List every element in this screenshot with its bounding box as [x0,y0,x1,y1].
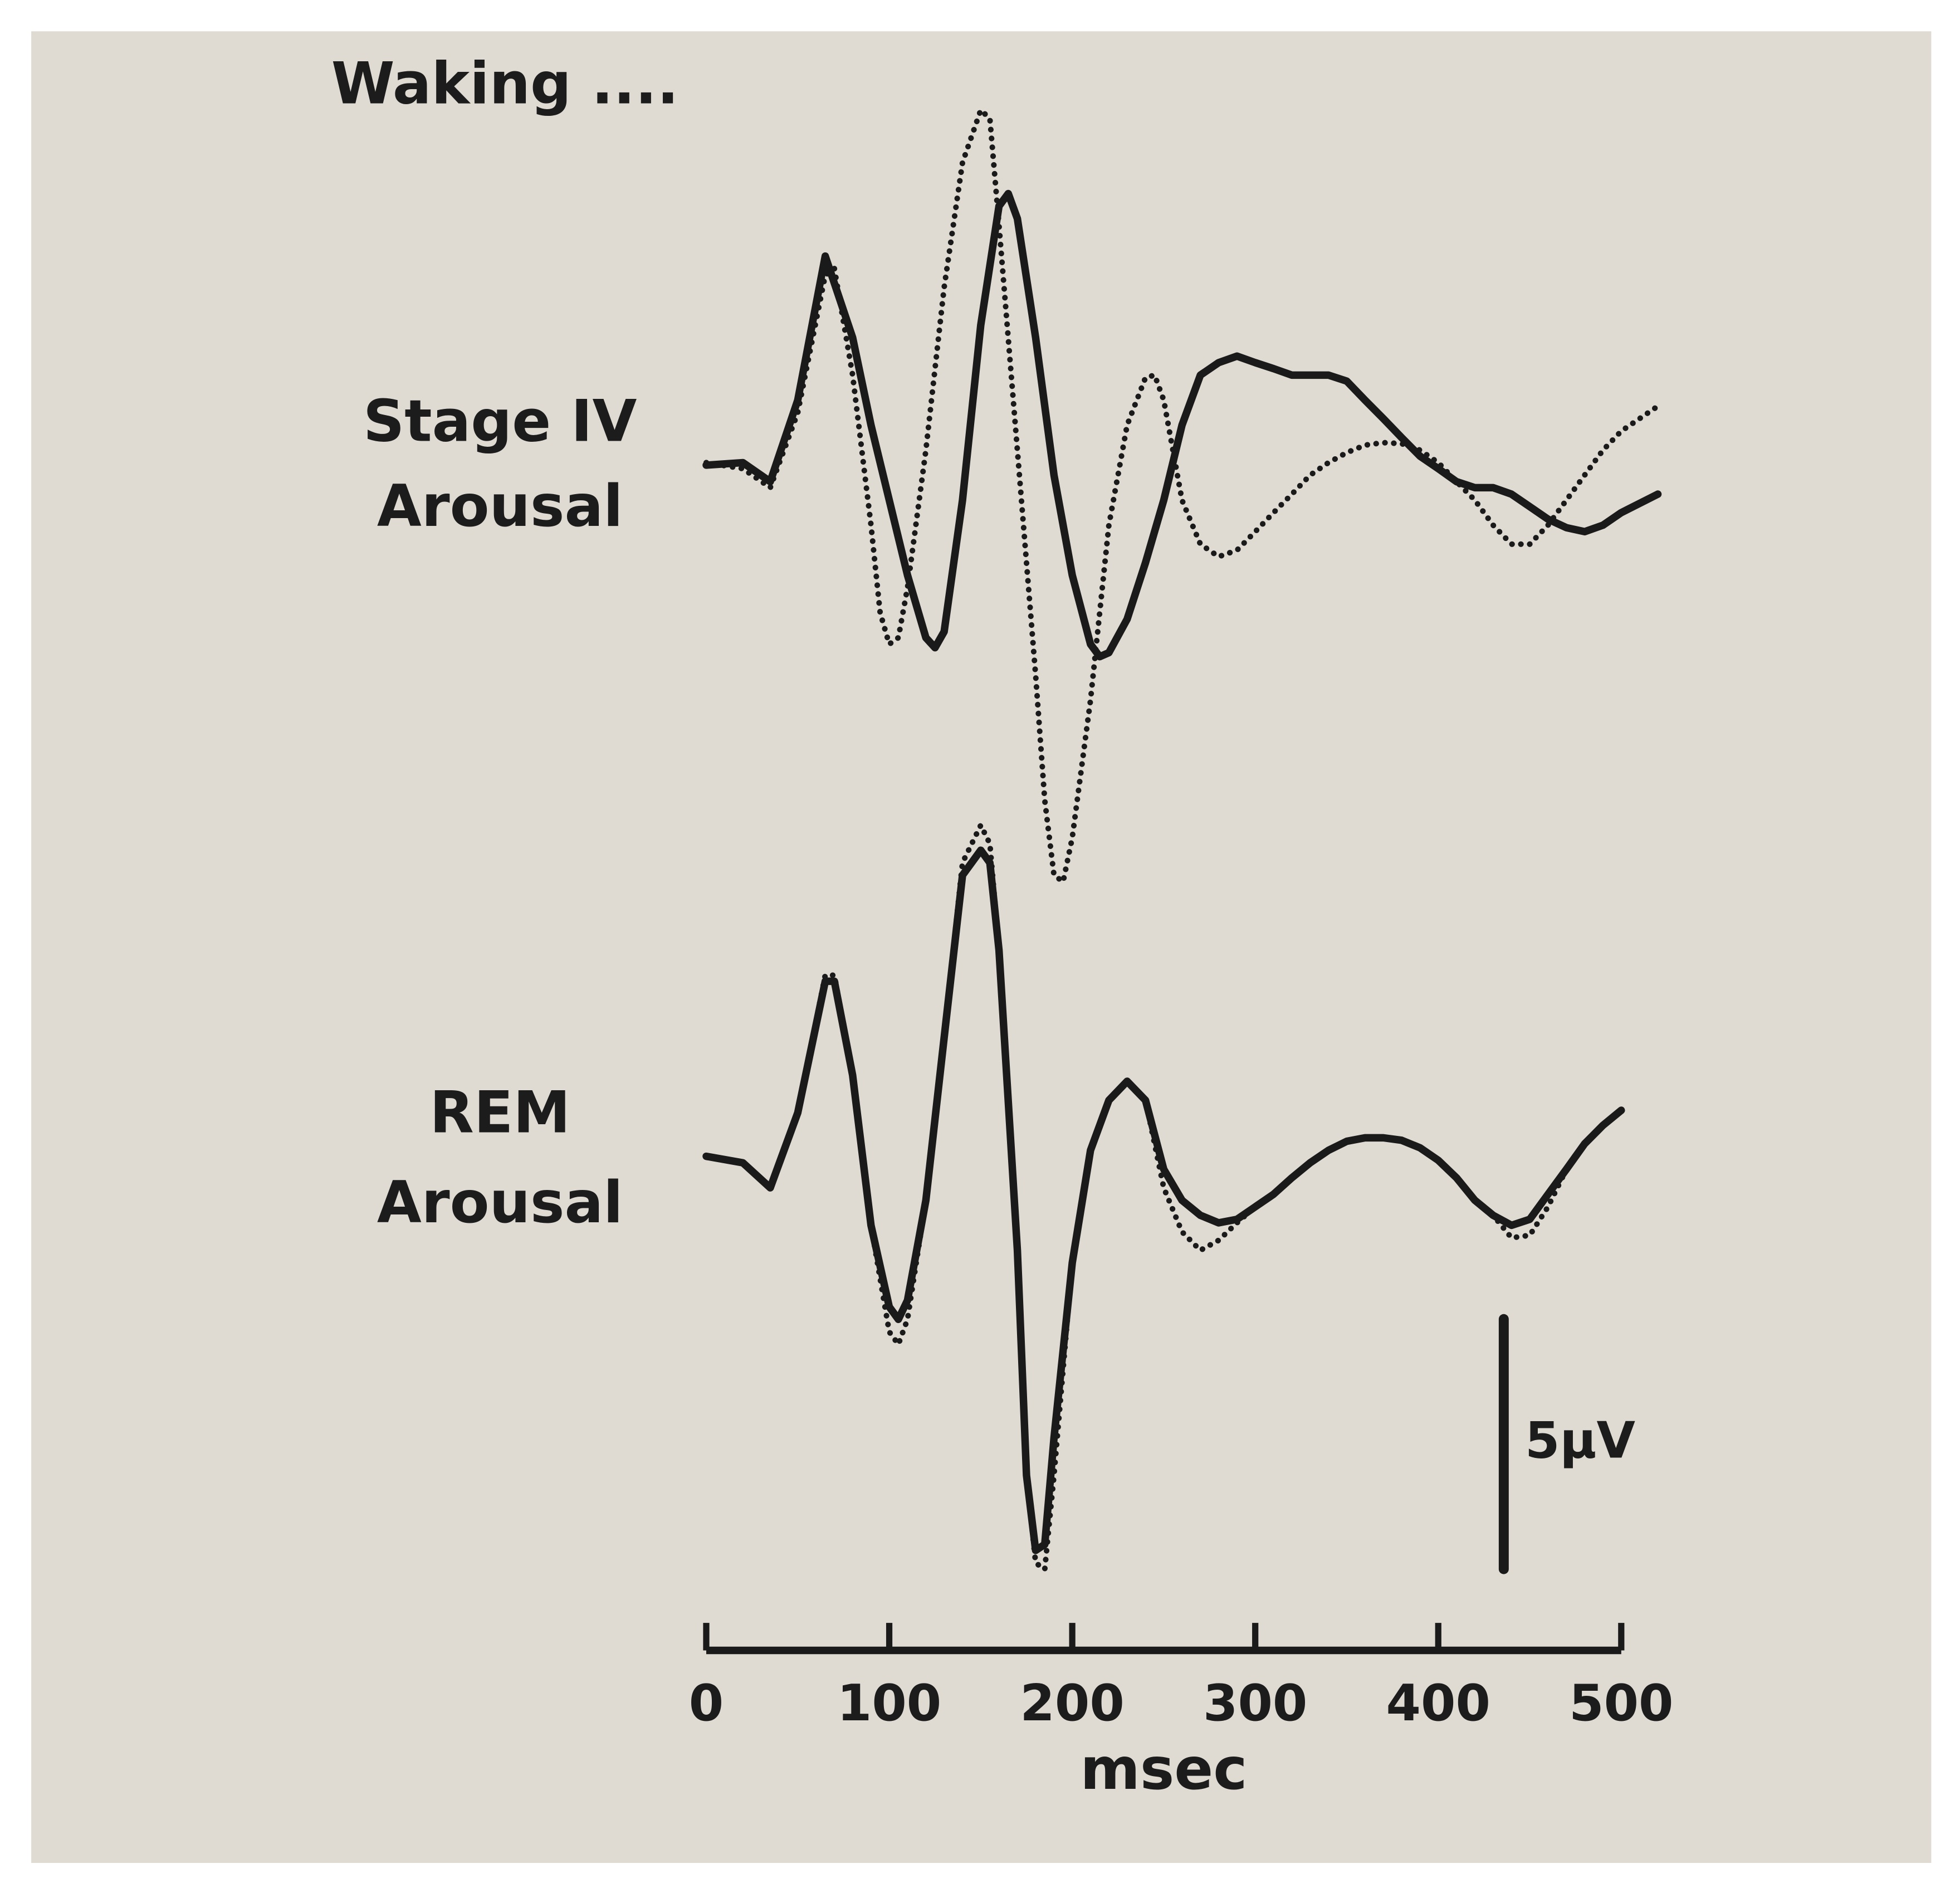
legend-label: Waking .... [331,50,679,117]
x-tick-label: 200 [1020,1675,1124,1733]
x-tick-label: 100 [837,1675,941,1733]
solid-trace [702,846,1625,1554]
panel-label: Arousal [377,1169,623,1236]
dotted-trace [703,107,1661,885]
x-tick-label: 300 [1203,1675,1307,1733]
x-axis-title: msec [1080,1736,1247,1803]
solid-trace [702,189,1662,661]
panel-label: REM [429,1080,570,1147]
panel-label: Stage IV [363,388,637,455]
scale-bar-label: 5µV [1525,1412,1636,1470]
panel-label: Arousal [377,473,623,540]
x-tick-label: 0 [689,1675,724,1733]
x-tick-label: 500 [1569,1675,1673,1733]
x-tick-label: 400 [1386,1675,1490,1733]
